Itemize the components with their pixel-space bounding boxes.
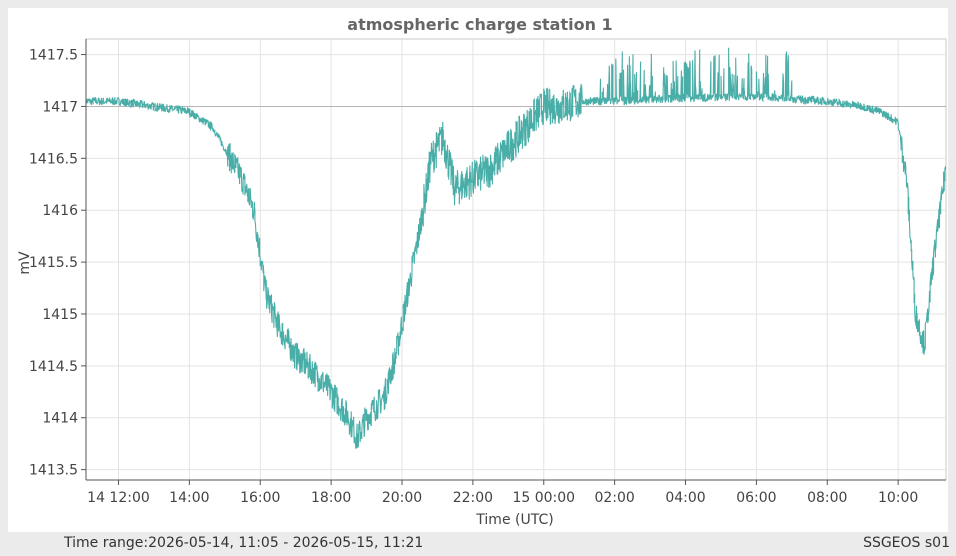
x-tick-label: 02:00 (594, 490, 634, 506)
y-tick-label: 1414.5 (29, 359, 78, 375)
x-tick-label: 20:00 (382, 490, 422, 506)
y-tick-label: 1413.5 (29, 463, 78, 479)
x-tick-label: 18:00 (311, 490, 351, 506)
y-tick-label: 1416.5 (29, 151, 78, 167)
x-tick-label: 15 00:00 (512, 490, 575, 506)
y-tick-label: 1415.5 (29, 255, 78, 271)
y-tick-label: 1415 (42, 307, 78, 323)
axes: 1413.5 1414 1414.5 1415 1415.5 1416 1416.5 1417… (29, 39, 946, 506)
plot-area (86, 47, 946, 449)
x-tick-label: 22:00 (453, 490, 493, 506)
y-tick-label: 1417 (42, 99, 78, 115)
device-label: SSGEOS s01 (863, 535, 950, 551)
y-axis-label: mV (17, 251, 33, 275)
time-range-label: Time range:2026-05-14, 11:05 - 2026-05-1… (64, 535, 424, 551)
x-tick-label: 04:00 (665, 490, 705, 506)
chart-svg: atmospheric charge station 1 mV Time (UT… (17, 15, 947, 528)
x-tick-label: 14:00 (169, 490, 209, 506)
y-tick-label: 1416 (42, 203, 78, 219)
y-tick-label: 1414 (42, 411, 78, 427)
x-tick-label: 16:00 (240, 490, 280, 506)
x-tick-label: 14 12:00 (87, 490, 150, 506)
x-tick-label: 08:00 (807, 490, 847, 506)
x-axis-label: Time (UTC) (475, 512, 553, 528)
y-tick-label: 1417.5 (29, 48, 78, 64)
x-tick-label: 06:00 (736, 490, 776, 506)
x-tick-label: 10:00 (878, 490, 918, 506)
plot-frame (85, 38, 947, 481)
grid (85, 38, 947, 481)
chart-panel: atmospheric charge station 1 mV Time (UT… (8, 8, 948, 532)
series-line (86, 47, 946, 449)
chart-title: atmospheric charge station 1 (347, 15, 612, 34)
